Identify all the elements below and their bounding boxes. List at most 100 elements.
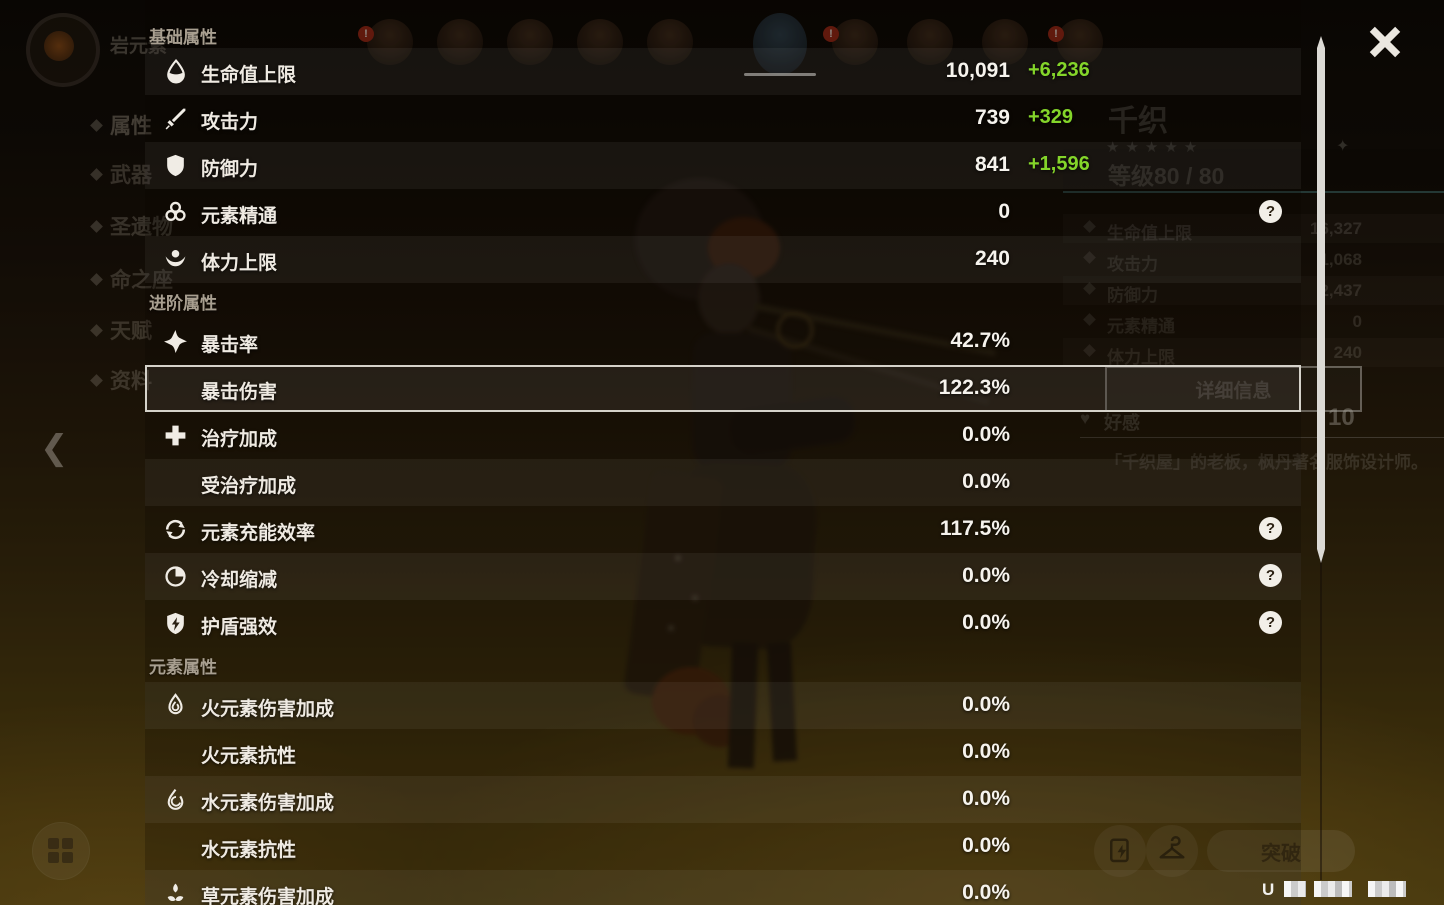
uid-censored-block <box>1368 881 1406 897</box>
party-avatar[interactable] <box>832 19 878 65</box>
rarity-stars: ★★★★★ <box>1106 139 1204 156</box>
stat-row[interactable]: 治疗加成 0.0% <box>145 412 1301 459</box>
dendro-icon <box>163 881 188 905</box>
summary-stat-row: 攻击力 1,068 <box>1063 245 1444 274</box>
party-avatar[interactable] <box>982 19 1028 65</box>
section-label: 基础属性 <box>149 27 217 47</box>
stat-row[interactable]: 体力上限 240 <box>145 236 1301 283</box>
party-avatar-selected[interactable] <box>753 13 807 75</box>
menu-item-4[interactable]: 命之座 <box>90 264 173 294</box>
stat-row[interactable]: 冷却缩减 0.0%? <box>145 553 1301 600</box>
selected-avatar-underline <box>744 73 816 76</box>
crit-rate-icon <box>163 329 188 354</box>
character-card-button[interactable] <box>1094 825 1146 877</box>
stat-row[interactable]: 元素充能效率 117.5%? <box>145 506 1301 553</box>
menu-item-2[interactable]: 武器 <box>90 159 152 189</box>
stat-value: 240 <box>974 247 1010 270</box>
stat-value: 841 <box>974 153 1010 176</box>
decor-diamond-icon: ✦ <box>1336 138 1350 155</box>
stat-bonus: +1,596 <box>1028 153 1090 175</box>
stat-row[interactable]: 暴击伤害 122.3% <box>145 365 1301 412</box>
friendship-label: 好感 <box>1104 413 1140 433</box>
character-name: 千织 <box>1108 105 1168 138</box>
level-band <box>1063 149 1444 191</box>
def-icon <box>163 153 188 178</box>
stat-label: 治疗加成 <box>201 429 278 450</box>
party-avatar[interactable] <box>437 19 483 65</box>
stat-value: 0.0% <box>962 787 1010 810</box>
stat-value: 0.0% <box>962 740 1010 763</box>
stat-row[interactable]: 护盾强效 0.0%? <box>145 600 1301 647</box>
stat-label: 水元素抗性 <box>201 840 297 861</box>
stat-row[interactable]: 元素精通 0? <box>145 189 1301 236</box>
character-description: 「千织屋」的老板，枫丹著名服饰设计师。 <box>1105 453 1428 472</box>
party-avatar[interactable] <box>367 19 413 65</box>
help-icon[interactable]: ? <box>1259 517 1282 540</box>
stat-label: 防御力 <box>201 159 259 180</box>
stat-row[interactable]: 草元素伤害加成 0.0% <box>145 870 1301 905</box>
stat-row[interactable]: 火元素伤害加成 0.0% <box>145 682 1301 729</box>
help-icon[interactable]: ? <box>1259 564 1282 587</box>
summary-stat-row: 元素精通 0 <box>1063 307 1444 336</box>
back-chevron-icon[interactable]: ❮ <box>40 429 69 467</box>
stat-value: 0.0% <box>962 470 1010 493</box>
party-grid-button[interactable] <box>32 822 90 880</box>
party-avatar[interactable] <box>907 19 953 65</box>
outfit-hanger-button[interactable] <box>1146 825 1198 877</box>
menu-item-6[interactable]: 资料 <box>90 365 152 395</box>
ascend-button[interactable]: 突破 <box>1207 830 1355 872</box>
shield-strength-icon <box>163 611 188 636</box>
stat-row[interactable]: 火元素抗性 0.0% <box>145 729 1301 776</box>
close-button[interactable] <box>1367 24 1403 60</box>
atk-icon <box>163 106 188 131</box>
stat-row[interactable]: 水元素抗性 0.0% <box>145 823 1301 870</box>
close-x-icon <box>1369 26 1401 58</box>
stat-row[interactable]: 防御力 841 +1,596 <box>145 142 1301 189</box>
cooldown-icon <box>163 564 188 589</box>
stat-value: 0.0% <box>962 834 1010 857</box>
stat-row[interactable]: 水元素伤害加成 0.0% <box>145 776 1301 823</box>
stat-label: 暴击伤害 <box>201 382 278 403</box>
stat-row[interactable]: 攻击力 739 +329 <box>145 95 1301 142</box>
stat-row[interactable]: 生命值上限 10,091 +6,236 <box>145 48 1301 95</box>
stat-label: 护盾强效 <box>201 617 278 638</box>
section-label: 进阶属性 <box>149 294 217 313</box>
elemental-mastery-icon <box>163 200 188 225</box>
party-avatar[interactable] <box>507 19 553 65</box>
pyro-icon <box>163 693 188 718</box>
stat-label: 水元素伤害加成 <box>201 793 335 814</box>
party-avatar[interactable] <box>1057 19 1103 65</box>
menu-item-3[interactable]: 圣遗物 <box>90 211 173 241</box>
party-avatar[interactable] <box>647 19 693 65</box>
attributes-panel: 基础属性 生命值上限 10,091 +6,236 攻击力 739 +329 防御力 841 +1,… <box>145 0 1301 905</box>
notification-badge: ! <box>358 26 374 42</box>
scrollbar-thumb[interactable] <box>1317 36 1325 563</box>
summary-stat-row: 防御力 2,437 <box>1063 276 1444 305</box>
stat-label: 火元素抗性 <box>201 746 297 767</box>
stat-label: 草元素伤害加成 <box>201 887 335 905</box>
stat-value: 0.0% <box>962 564 1010 587</box>
character-level: 等级80 / 80 <box>1108 163 1225 189</box>
menu-item-1[interactable]: 属性 <box>90 110 152 140</box>
uid-censored-block <box>1314 881 1352 897</box>
character-artwork <box>580 175 997 769</box>
notification-badge: ! <box>823 26 839 42</box>
stat-label: 冷却缩减 <box>201 570 278 591</box>
stat-row[interactable]: 暴击率 42.7% <box>145 318 1301 365</box>
stat-value: 0.0% <box>962 881 1010 904</box>
element-type-label: 岩元素 <box>110 36 168 57</box>
stat-label: 受治疗加成 <box>201 476 297 497</box>
menu-item-5[interactable]: 天赋 <box>90 315 152 345</box>
stat-label: 元素充能效率 <box>201 523 316 544</box>
stamina-icon <box>163 247 188 272</box>
help-icon[interactable]: ? <box>1259 200 1282 223</box>
stat-label: 攻击力 <box>201 112 259 133</box>
stat-label: 元素精通 <box>201 206 278 227</box>
help-icon[interactable]: ? <box>1259 611 1282 634</box>
stat-label: 火元素伤害加成 <box>201 699 335 720</box>
stat-row[interactable]: 受治疗加成 0.0% <box>145 459 1301 506</box>
party-avatar[interactable] <box>577 19 623 65</box>
